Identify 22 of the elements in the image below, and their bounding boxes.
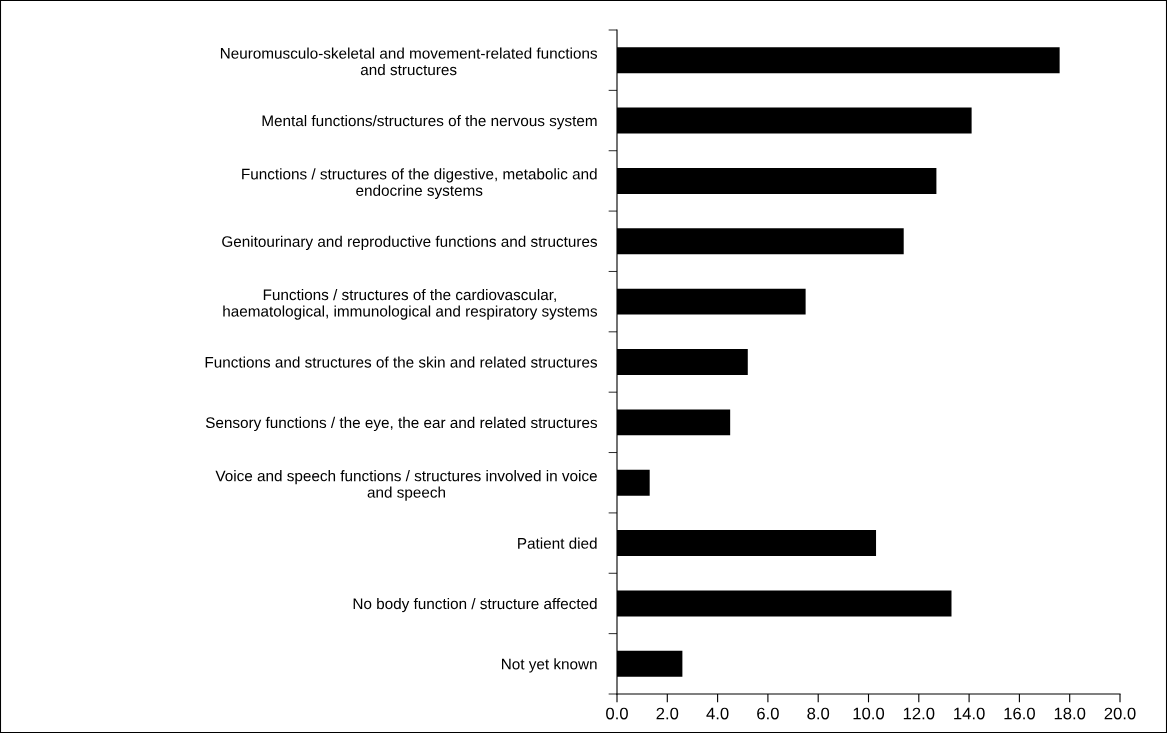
x-tick-label: 6.0 [757, 707, 779, 720]
y-tick-label: Genitourinary and reproductive functions and structures [222, 235, 598, 250]
y-tick-label: Patient died [518, 537, 597, 549]
y-tick-label: Sensory functions / the eye, the ear and related structures [205, 416, 598, 432]
y-tick-label: Not yet known [502, 658, 597, 673]
y-tick-label: Functions / structures of the cardiovascular, haematological, immunological and respiratory systems [223, 288, 598, 320]
y-tick-label: Functions and structures of the skin and related structures [205, 356, 598, 368]
y-tick-label: No body function / structure affected [353, 597, 597, 613]
x-tick-label: 18.0 [1054, 707, 1086, 720]
y-tick-label: Functions / structures of the digestive, metabolic and endocrine systems [242, 168, 597, 199]
x-tick-label: 2.0 [656, 707, 679, 720]
x-tick-label: 12.0 [903, 707, 935, 720]
x-tick-label: 8.0 [807, 707, 830, 720]
y-tick-label: Neuromusculo-skeletal and movement-related functions and structures [220, 47, 598, 76]
x-tick-label: 16.0 [1004, 707, 1035, 720]
x-tick-label: 4.0 [706, 707, 729, 720]
y-tick-label: Voice and speech functions / structures involved in voice and speech [215, 470, 597, 501]
x-tick-label: 10.0 [853, 707, 885, 720]
x-tick-label: 0.0 [606, 707, 628, 720]
x-tick-label: 14.0 [954, 707, 985, 720]
y-tick-label: Mental functions/structures of the nervous system [262, 115, 597, 130]
x-tick-label: 20.0 [1104, 707, 1136, 720]
